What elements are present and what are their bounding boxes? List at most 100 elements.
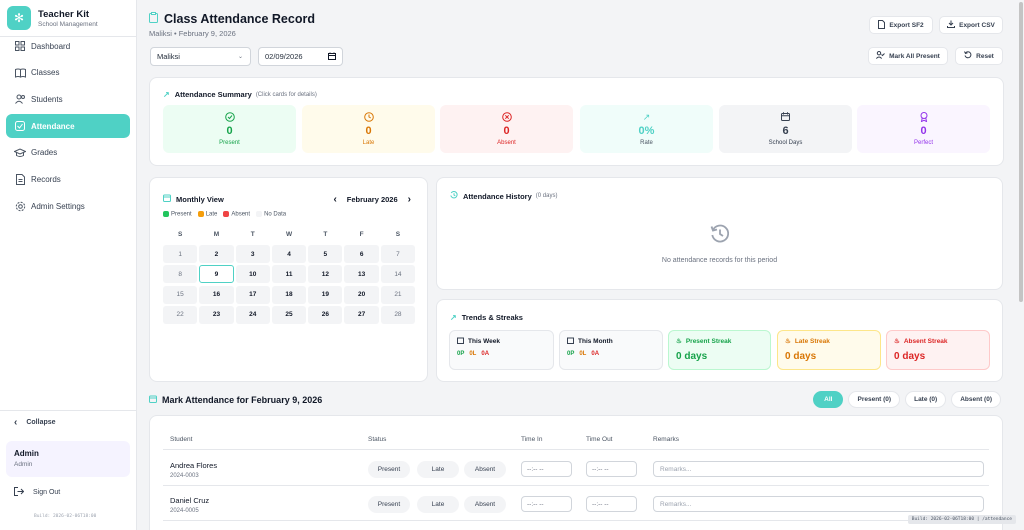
scrollbar[interactable] bbox=[1018, 0, 1024, 530]
calendar-icon bbox=[457, 337, 464, 346]
calendar-day[interactable]: 17 bbox=[235, 285, 270, 304]
calendar-day[interactable]: 6 bbox=[344, 245, 379, 264]
calendar-day[interactable]: 5 bbox=[308, 245, 343, 264]
summary-late-card[interactable]: 0 Late bbox=[302, 105, 435, 153]
calendar-day[interactable]: 1 bbox=[163, 245, 198, 264]
calendar-day[interactable]: 26 bbox=[308, 305, 343, 324]
summary-school-days-card[interactable]: 6 School Days bbox=[719, 105, 852, 153]
time-out-input[interactable]: --:-- -- bbox=[586, 461, 637, 477]
time-in-input[interactable]: --:-- -- bbox=[521, 461, 572, 477]
user-check-icon bbox=[876, 51, 885, 61]
calendar-day[interactable]: 13 bbox=[344, 265, 379, 284]
calendar-day[interactable]: 11 bbox=[271, 265, 307, 284]
sidebar-item-dashboard[interactable]: Dashboard bbox=[6, 34, 130, 58]
summary-present-card[interactable]: 0 Present bbox=[163, 105, 296, 153]
calendar-day[interactable]: 15 bbox=[163, 285, 198, 304]
calendar-day[interactable]: 2 bbox=[199, 245, 234, 264]
summary-absent-card[interactable]: 0 Absent bbox=[440, 105, 573, 153]
export-sf2-button[interactable]: Export SF2 bbox=[869, 16, 933, 34]
divider bbox=[163, 449, 989, 450]
calendar-day[interactable]: 18 bbox=[271, 285, 307, 304]
brand-subtitle: School Management bbox=[38, 20, 98, 28]
calendar-day[interactable]: 3 bbox=[235, 245, 270, 264]
clipboard-icon bbox=[149, 12, 158, 26]
summary-value: 0 bbox=[365, 125, 372, 137]
calendar-day[interactable]: 24 bbox=[235, 305, 270, 324]
summary-value: 0 bbox=[920, 125, 927, 137]
calendar-day[interactable]: 27 bbox=[344, 305, 379, 324]
calendar-day[interactable]: 12 bbox=[308, 265, 343, 284]
remarks-input[interactable]: Remarks... bbox=[653, 461, 984, 477]
flame-icon: ♨ bbox=[785, 338, 791, 345]
calendar-day[interactable]: 7 bbox=[380, 245, 416, 264]
check-square-icon bbox=[14, 120, 26, 132]
time-in-input[interactable]: --:-- -- bbox=[521, 496, 572, 512]
export-csv-button[interactable]: Export CSV bbox=[939, 16, 1003, 34]
sidebar-item-classes[interactable]: Classes bbox=[6, 61, 130, 85]
calendar-day[interactable]: 14 bbox=[380, 265, 416, 284]
filter-present[interactable]: Present (0) bbox=[848, 391, 901, 408]
calendar-day[interactable]: 20 bbox=[344, 285, 379, 304]
sidebar-item-admin-settings[interactable]: Admin Settings bbox=[6, 194, 130, 218]
history-empty-state: No attendance records for this period bbox=[437, 224, 1002, 264]
class-select[interactable]: Maliksi ⌄ bbox=[150, 47, 251, 66]
calendar-day[interactable]: 22 bbox=[163, 305, 198, 324]
weekday-header: T bbox=[323, 230, 328, 238]
sidebar-item-label: Admin Settings bbox=[31, 201, 85, 211]
chevron-right-icon[interactable]: › bbox=[407, 194, 411, 205]
sidebar-item-records[interactable]: Records bbox=[6, 167, 130, 191]
calendar-day[interactable]: 16 bbox=[199, 285, 234, 304]
status-late-button[interactable]: Late bbox=[417, 496, 459, 513]
graduation-cap-icon bbox=[14, 147, 26, 159]
sidebar-item-grades[interactable]: Grades bbox=[6, 141, 130, 165]
status-late-button[interactable]: Late bbox=[417, 461, 459, 478]
calendar-day[interactable]: 25 bbox=[271, 305, 307, 324]
sidebar-item-label: Students bbox=[31, 94, 63, 104]
calendar-day[interactable]: 9 bbox=[199, 265, 234, 284]
late-streak-card: ♨ Late Streak 0 days bbox=[777, 330, 881, 370]
history-title: Attendance History (0 days) bbox=[450, 191, 557, 201]
status-absent-button[interactable]: Absent bbox=[464, 461, 506, 478]
user-card[interactable]: Admin Admin bbox=[6, 441, 130, 477]
collapse-button[interactable]: ‹ Collapse bbox=[14, 417, 56, 428]
calendar-grid: S M T W T F S 1 2 3 4 5 6 7 8 9 10 11 12 13 14 15 16 17 18 19 20 21… bbox=[162, 225, 416, 324]
brand-logo-icon: ✻ bbox=[7, 6, 31, 30]
late-streak-value: 0 days bbox=[785, 351, 817, 362]
calendar-day[interactable]: 19 bbox=[308, 285, 343, 304]
calendar-day[interactable]: 10 bbox=[235, 265, 270, 284]
time-out-input[interactable]: --:-- -- bbox=[586, 496, 637, 512]
filter-late[interactable]: Late (0) bbox=[905, 391, 947, 408]
monthly-view-card: Monthly View ‹ February 2026 › Present L… bbox=[149, 177, 428, 382]
calendar-day[interactable]: 28 bbox=[380, 305, 416, 324]
status-present-button[interactable]: Present bbox=[368, 496, 410, 513]
filter-all[interactable]: All bbox=[813, 391, 844, 408]
reset-button[interactable]: Reset bbox=[955, 47, 1003, 65]
summary-value: 0 bbox=[226, 125, 233, 137]
sign-out-button[interactable]: Sign Out bbox=[14, 487, 60, 498]
chevron-left-icon[interactable]: ‹ bbox=[333, 194, 337, 205]
present-streak-value: 0 days bbox=[676, 351, 708, 362]
sidebar-item-students[interactable]: Students bbox=[6, 87, 130, 111]
student-name: Daniel Cruz bbox=[170, 496, 210, 505]
sidebar-item-attendance[interactable]: Attendance bbox=[6, 114, 130, 139]
build-info: Build: 2026-02-06T18:00 bbox=[34, 514, 97, 519]
calendar-day[interactable]: 23 bbox=[199, 305, 234, 324]
summary-rate-card[interactable]: ↗ 0% Rate bbox=[580, 105, 713, 153]
calendar-day[interactable]: 8 bbox=[163, 265, 198, 284]
remarks-input[interactable]: Remarks... bbox=[653, 496, 984, 512]
date-input[interactable]: 02/09/2026 bbox=[258, 47, 343, 66]
calendar-day[interactable]: 4 bbox=[271, 245, 307, 264]
summary-label: Rate bbox=[640, 140, 653, 146]
column-header-time-in: Time In bbox=[521, 436, 543, 443]
status-absent-button[interactable]: Absent bbox=[464, 496, 506, 513]
calendar-day[interactable]: 21 bbox=[380, 285, 416, 304]
mark-all-present-button[interactable]: Mark All Present bbox=[868, 47, 948, 65]
trending-up-icon: ↗ bbox=[450, 313, 457, 322]
filter-absent[interactable]: Absent (0) bbox=[951, 391, 1001, 408]
status-present-button[interactable]: Present bbox=[368, 461, 410, 478]
summary-perfect-card[interactable]: 0 Perfect bbox=[857, 105, 990, 153]
brand-title: Teacher Kit bbox=[38, 8, 90, 20]
scrollbar-thumb[interactable] bbox=[1019, 2, 1023, 302]
calendar-icon bbox=[567, 337, 574, 346]
calendar-legend: Present Late Absent No Data bbox=[163, 211, 286, 218]
